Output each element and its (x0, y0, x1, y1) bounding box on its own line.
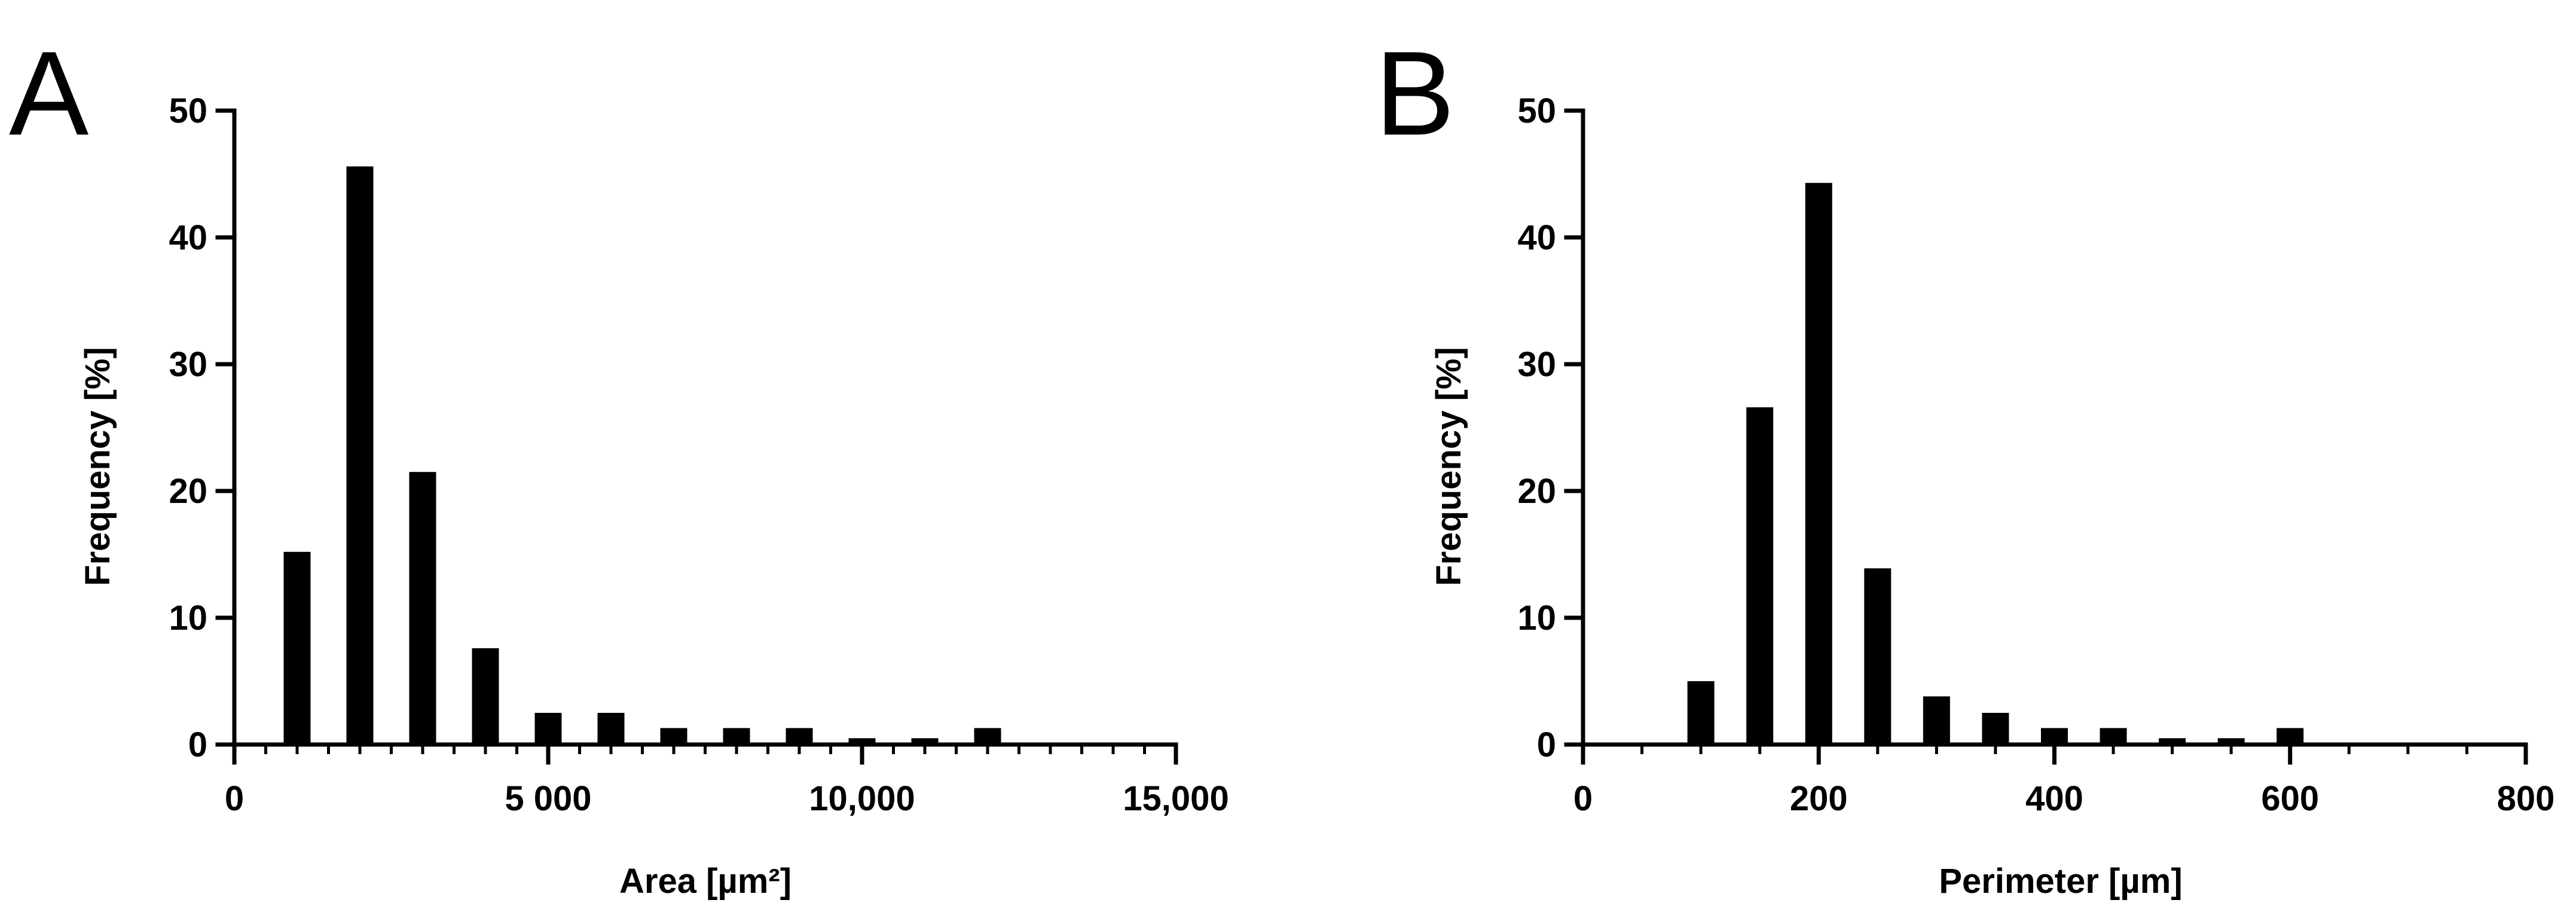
panel-b-y-tick-label: 30 (1517, 345, 1556, 384)
panel-a-x-tick-label: 10,000 (809, 779, 915, 818)
panel-b-bar (1864, 568, 1891, 745)
panel-a-bar (409, 472, 436, 745)
panel-a-bar (534, 713, 562, 745)
panel-b-x-tick-label: 600 (2261, 779, 2319, 818)
panel-b-bar (1746, 407, 1774, 745)
panel-a-bar (660, 728, 687, 745)
panel-b-x-tick-label: 800 (2497, 779, 2555, 818)
panel-a-x-axis-title: Area [µm²] (619, 862, 792, 901)
panel-a-y-axis-title: Frequency [%] (78, 347, 117, 586)
panel-a-bars (283, 166, 1001, 745)
panel-a-bar (346, 166, 374, 745)
panel-a-x-tick-label: 15,000 (1123, 779, 1229, 818)
panel-b-bar (1923, 696, 1950, 745)
panel-a: A Frequency [%] Area [µm²] 0 10 20 30 40 50 0 5… (9, 27, 1229, 901)
panel-b-y-tick-label: 0 (1537, 725, 1556, 764)
panel-b-bar (2217, 738, 2245, 745)
panel-a-y-tick-label: 40 (169, 218, 207, 257)
panel-b-axes: 0 10 20 30 40 50 0 200 400 600 800 (1517, 91, 2554, 818)
panel-a-y-tick-label: 0 (188, 725, 207, 764)
panel-b-label: B (1375, 27, 1454, 160)
panel-b-bar (1687, 681, 1715, 745)
panel-a-bar (974, 728, 1001, 745)
panel-a-y-tick-label: 50 (169, 91, 207, 130)
panel-b-x-axis-title: Perimeter [µm] (1939, 862, 2182, 901)
panel-b-bar (2100, 728, 2127, 745)
panel-b-y-axis-title: Frequency [%] (1429, 347, 1468, 586)
panel-a-y-tick-label: 30 (169, 345, 207, 384)
panel-b-bar (1805, 182, 1832, 745)
panel-b-x-tick-label: 400 (2025, 779, 2083, 818)
panel-a-y-tick-label: 20 (169, 472, 207, 511)
panel-a-bar (848, 738, 876, 745)
panel-a-bar (597, 713, 625, 745)
panel-b-y-tick-label: 20 (1517, 472, 1556, 511)
panel-a-bar (472, 648, 499, 745)
panel-b-y-tick-label: 50 (1517, 91, 1556, 130)
panel-b-bar (2159, 738, 2186, 745)
panel-b-y-tick-label: 10 (1517, 599, 1556, 638)
panel-b-bar (2041, 728, 2068, 745)
panel-b-bar (2276, 728, 2304, 745)
panel-a-x-tick-label: 0 (225, 779, 244, 818)
panel-b-bars (1687, 182, 2304, 745)
panel-b: B Frequency [%] Perimeter [µm] 0 10 20 30 40… (1375, 27, 2554, 901)
panel-b-x-tick-label: 0 (1573, 779, 1593, 818)
panel-a-axes: 0 10 20 30 40 50 0 5 000 10,000 15,000 (169, 91, 1229, 818)
panel-a-x-tick-label: 5 000 (505, 779, 591, 818)
panel-a-label: A (9, 27, 89, 160)
panel-a-bar (786, 728, 813, 745)
panel-b-bar (1982, 713, 2009, 745)
panel-a-y-tick-label: 10 (169, 599, 207, 638)
panel-a-bar (283, 551, 311, 745)
panel-b-x-tick-label: 200 (1790, 779, 1848, 818)
panel-a-bar (911, 738, 939, 745)
panel-b-y-tick-label: 40 (1517, 218, 1556, 257)
panel-a-bar (723, 728, 750, 745)
